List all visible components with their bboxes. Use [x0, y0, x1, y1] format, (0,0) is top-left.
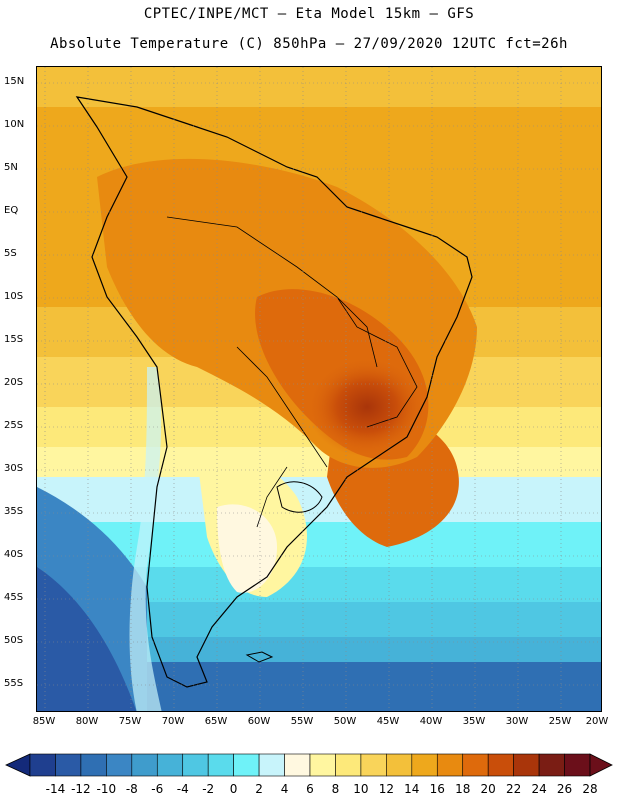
lat-label: 30S — [4, 463, 24, 474]
colorbar-tick-label: 0 — [229, 782, 238, 796]
colorbar-tick-label: 12 — [378, 782, 394, 796]
temperature-field — [37, 67, 601, 711]
colorbar-tick-label: -12 — [71, 782, 91, 796]
colorbar-under-arrow — [5, 753, 31, 777]
colorbar-tick-label: 16 — [429, 782, 445, 796]
lon-label: 75W — [118, 716, 142, 727]
lon-label: 55W — [290, 716, 314, 727]
colorbar — [5, 753, 613, 777]
colorbar-tick-label: 18 — [455, 782, 471, 796]
colorbar-swatch — [131, 753, 158, 777]
colorbar-swatch — [80, 753, 107, 777]
colorbar-swatch — [233, 753, 260, 777]
colorbar-swatch — [462, 753, 489, 777]
temperature-map — [36, 66, 602, 712]
lon-label: 85W — [32, 716, 56, 727]
lat-label: 5S — [4, 248, 17, 259]
colorbar-tick-label: 8 — [331, 782, 340, 796]
colorbar-tick-label: -8 — [125, 782, 138, 796]
map-title-line2: Absolute Temperature (C) 850hPa – 27/09/… — [50, 36, 568, 52]
lat-label: 15S — [4, 334, 24, 345]
colorbar-swatch — [106, 753, 133, 777]
lon-label: 25W — [548, 716, 572, 727]
lat-label: 10N — [4, 119, 25, 130]
lat-label: 25S — [4, 420, 24, 431]
colorbar-swatch — [513, 753, 540, 777]
lat-label: 55S — [4, 678, 24, 689]
lat-label: 20S — [4, 377, 24, 388]
colorbar-tick-label: 22 — [505, 782, 522, 796]
colorbar-tick-label: 26 — [556, 782, 573, 796]
colorbar-tick-label: -6 — [151, 782, 164, 796]
lon-label: 70W — [161, 716, 185, 727]
colorbar-swatch — [538, 753, 565, 777]
colorbar-over-arrow — [589, 753, 613, 777]
colorbar-swatch — [564, 753, 591, 777]
colorbar-tick-label: -2 — [202, 782, 215, 796]
colorbar-swatch — [182, 753, 209, 777]
colorbar-swatch — [487, 753, 514, 777]
colorbar-swatch — [207, 753, 234, 777]
lon-label: 65W — [204, 716, 228, 727]
colorbar-swatch — [55, 753, 82, 777]
colorbar-tick-label: 10 — [353, 782, 369, 796]
lat-label: 10S — [4, 291, 24, 302]
lon-label: 35W — [462, 716, 486, 727]
coastline — [75, 96, 473, 688]
lon-label: 50W — [333, 716, 357, 727]
lon-label: 30W — [505, 716, 529, 727]
colorbar-swatch — [156, 753, 184, 777]
lon-label: 20W — [585, 716, 609, 727]
colorbar-swatch — [360, 753, 387, 777]
lon-label: 80W — [75, 716, 99, 727]
colorbar-swatch — [258, 753, 285, 777]
lat-label: EQ — [4, 205, 19, 216]
colorbar-swatch — [335, 753, 362, 777]
lon-label: 40W — [419, 716, 443, 727]
colorbar-swatch — [309, 753, 336, 777]
lon-label: 60W — [247, 716, 271, 727]
colorbar-tick-label: 2 — [255, 782, 263, 796]
colorbar-tick-label: 24 — [531, 782, 547, 796]
colorbar-tick-label: 14 — [404, 782, 420, 796]
colorbar-swatch — [29, 753, 56, 777]
colorbar-swatch — [386, 753, 413, 777]
lon-label: 45W — [376, 716, 400, 727]
colorbar-swatch — [436, 753, 464, 777]
lat-label: 15N — [4, 76, 25, 87]
colorbar-tick-label: 6 — [306, 782, 314, 796]
colorbar-tick-label: 28 — [582, 782, 598, 796]
colorbar-swatch — [284, 753, 311, 777]
lat-label: 35S — [4, 506, 24, 517]
lat-label: 5N — [4, 162, 18, 173]
colorbar-tick-label: -14 — [45, 782, 66, 796]
lat-label: 50S — [4, 635, 24, 646]
colorbar-swatch — [411, 753, 438, 777]
colorbar-tick-label: 4 — [280, 782, 289, 796]
colorbar-tick-label: -10 — [96, 782, 117, 796]
lat-label: 45S — [4, 592, 24, 603]
colorbar-tick-label: -4 — [176, 782, 189, 796]
lat-label: 40S — [4, 549, 24, 560]
map-title-line1: CPTEC/INPE/MCT – Eta Model 15km – GFS — [143, 6, 475, 22]
colorbar-tick-label: 20 — [480, 782, 496, 796]
